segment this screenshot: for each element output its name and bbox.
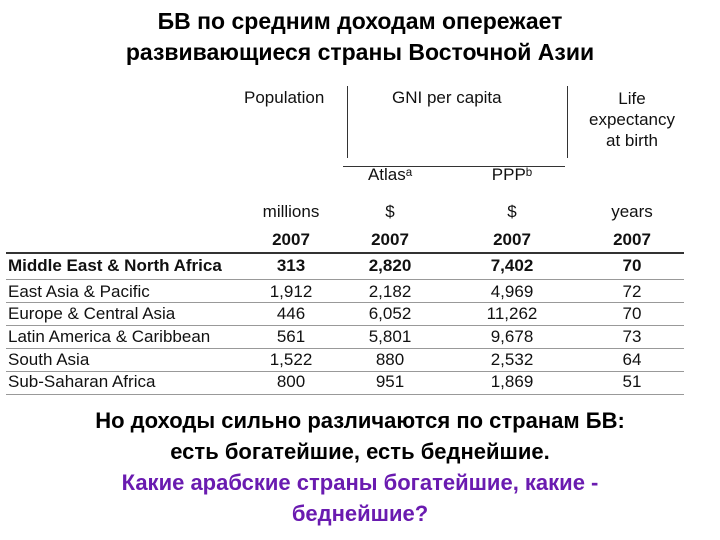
row-divider <box>6 279 684 280</box>
population-value: 1,522 <box>269 350 313 369</box>
row-divider <box>6 302 684 303</box>
title-line-2: развивающиеся страны Восточной Азии <box>125 39 595 65</box>
conclusion-line-2: есть богатейшие, есть беднейшие. <box>170 439 550 464</box>
region-name: South Asia <box>8 350 90 369</box>
row-divider <box>6 394 684 395</box>
atlas-value: 6,052 <box>368 304 412 323</box>
header-population: Population <box>244 88 325 107</box>
population-value: 800 <box>276 372 306 391</box>
header-atlas: Atlasᵃ <box>367 165 413 184</box>
region-name: Europe & Central Asia <box>8 304 176 323</box>
ppp-value: 7,402 <box>490 256 534 275</box>
unit-population: millions <box>262 202 320 221</box>
region-name: Latin America & Caribbean <box>8 327 211 346</box>
life-value: 64 <box>622 350 642 369</box>
header-divider-left <box>347 86 348 158</box>
row-divider <box>6 325 684 326</box>
ppp-value: 4,969 <box>490 282 534 301</box>
life-value: 70 <box>622 304 642 323</box>
atlas-value: 951 <box>375 372 405 391</box>
life-value: 70 <box>622 256 642 275</box>
indicators-table: Population GNI per capita Life expectanc… <box>6 86 684 395</box>
population-value: 561 <box>276 327 306 346</box>
slide-title: БВ по средним доходам опережает развиваю… <box>0 6 720 68</box>
header-life-expectancy: Life expectancy at birth <box>589 88 675 151</box>
population-value: 313 <box>276 256 306 275</box>
question-line-1: Какие арабские страны богатейшие, какие … <box>121 470 599 495</box>
year-life: 2007 <box>613 230 651 249</box>
row-divider <box>6 348 684 349</box>
ppp-value: 1,869 <box>490 372 534 391</box>
unit-atlas: $ <box>385 202 395 221</box>
year-atlas: 2007 <box>371 230 409 249</box>
population-value: 446 <box>276 304 306 323</box>
atlas-value: 5,801 <box>368 327 412 346</box>
ppp-value: 9,678 <box>490 327 534 346</box>
ppp-value: 11,262 <box>486 304 538 323</box>
unit-ppp: $ <box>507 202 517 221</box>
conclusion-line-1: Но доходы сильно различаются по странам … <box>95 408 625 433</box>
header-life-line-3: at birth <box>606 131 658 150</box>
question-line-2: беднейшие? <box>291 501 429 526</box>
region-name: Sub-Saharan Africa <box>8 372 156 391</box>
atlas-value: 2,820 <box>368 256 412 275</box>
year-population: 2007 <box>272 230 310 249</box>
atlas-value: 2,182 <box>368 282 412 301</box>
header-life-line-2: expectancy <box>589 110 675 129</box>
header-life-line-1: Life <box>618 89 646 108</box>
life-value: 73 <box>622 327 642 346</box>
title-line-1: БВ по средним доходам опережает <box>157 8 563 34</box>
header-divider-right <box>567 86 568 158</box>
header-gni-per-capita: GNI per capita <box>392 88 502 107</box>
row-divider <box>6 371 684 372</box>
population-value: 1,912 <box>269 282 313 301</box>
ppp-value: 2,532 <box>490 350 534 369</box>
region-name: East Asia & Pacific <box>8 282 150 301</box>
year-ppp: 2007 <box>493 230 531 249</box>
header-ppp: PPPᵇ <box>491 165 533 184</box>
unit-life: years <box>611 202 653 221</box>
gni-subheader-rule <box>343 166 565 167</box>
table-header-rule <box>6 252 684 254</box>
atlas-value: 880 <box>375 350 405 369</box>
life-value: 72 <box>622 282 642 301</box>
life-value: 51 <box>622 372 642 391</box>
region-name: Middle East & North Africa <box>8 256 222 275</box>
slide-conclusion: Но доходы сильно различаются по странам … <box>0 405 720 529</box>
